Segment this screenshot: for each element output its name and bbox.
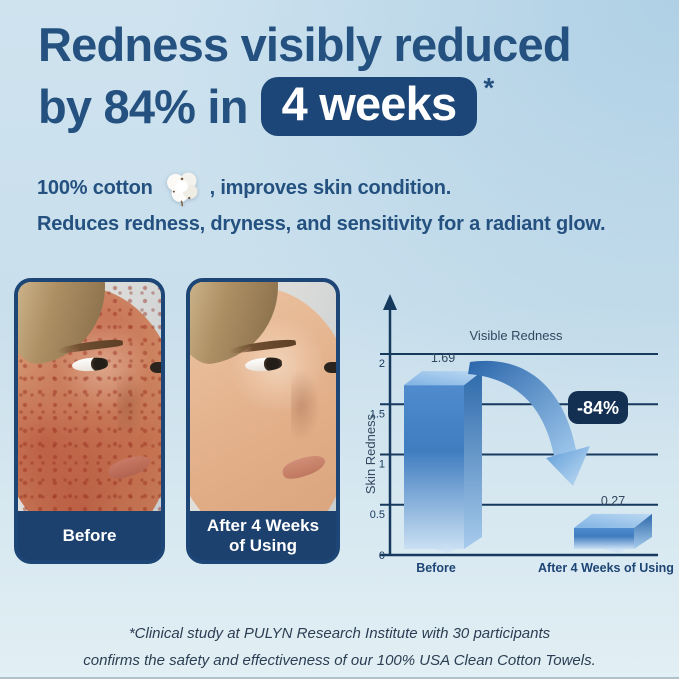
after-card: After 4 Weeks of Using (186, 278, 340, 564)
svg-text:2: 2 (379, 358, 385, 370)
four-weeks-highlight-badge: 4 weeks (260, 77, 478, 136)
subheadline-line1: 100% cotton , improves skin condition. (37, 168, 605, 208)
headline-line1: Redness visibly reduced (38, 18, 572, 71)
subheadline-line1-end: , improves skin condition. (209, 176, 452, 199)
nose-shading (290, 369, 320, 443)
svg-text:-84%: -84% (577, 398, 619, 418)
svg-text:0.27: 0.27 (601, 494, 625, 508)
iris (263, 356, 283, 372)
footnote-line2: confirms the safety and effectiveness of… (83, 652, 596, 669)
svg-text:0.5: 0.5 (370, 509, 385, 521)
iris (90, 356, 109, 372)
svg-text:1.69: 1.69 (431, 351, 455, 365)
nose-shading (116, 369, 146, 443)
svg-text:Skin Redness: Skin Redness (363, 413, 378, 494)
headline: Redness visibly reduced by 84% in 4 week… (38, 16, 572, 136)
far-eye (149, 362, 161, 374)
before-card: Before (14, 278, 165, 564)
headline-line2: by 84% in 4 weeks * (38, 72, 571, 136)
svg-text:1.5: 1.5 (370, 408, 385, 420)
before-label: Before (18, 511, 161, 560)
svg-text:Before: Before (416, 561, 456, 575)
svg-text:After 4 Weeks of Using: After 4 Weeks of Using (538, 561, 674, 575)
before-after-comparison: Before After 4 Weeks of Using (14, 278, 340, 564)
asterisk-marker: * (483, 72, 495, 103)
footnote-line1: *Clinical study at PULYN Research Instit… (128, 625, 551, 642)
far-eye (324, 362, 336, 374)
clinical-footnote: *Clinical study at PULYN Research Instit… (0, 620, 679, 674)
subheadline-line2: Reduces redness, dryness, and sensitivit… (37, 213, 606, 235)
cotton-boll-icon (166, 172, 198, 207)
subheadline: 100% cotton , improves skin condition. R… (37, 168, 606, 241)
subheadline-line1-start: 100% cotton (37, 176, 153, 199)
after-photo (190, 282, 336, 511)
svg-text:1: 1 (379, 459, 385, 471)
before-photo (18, 282, 161, 511)
headline-line2-text: by 84% in (38, 80, 248, 133)
svg-text:Visible Redness: Visible Redness (470, 328, 563, 343)
after-label: After 4 Weeks of Using (190, 511, 336, 560)
